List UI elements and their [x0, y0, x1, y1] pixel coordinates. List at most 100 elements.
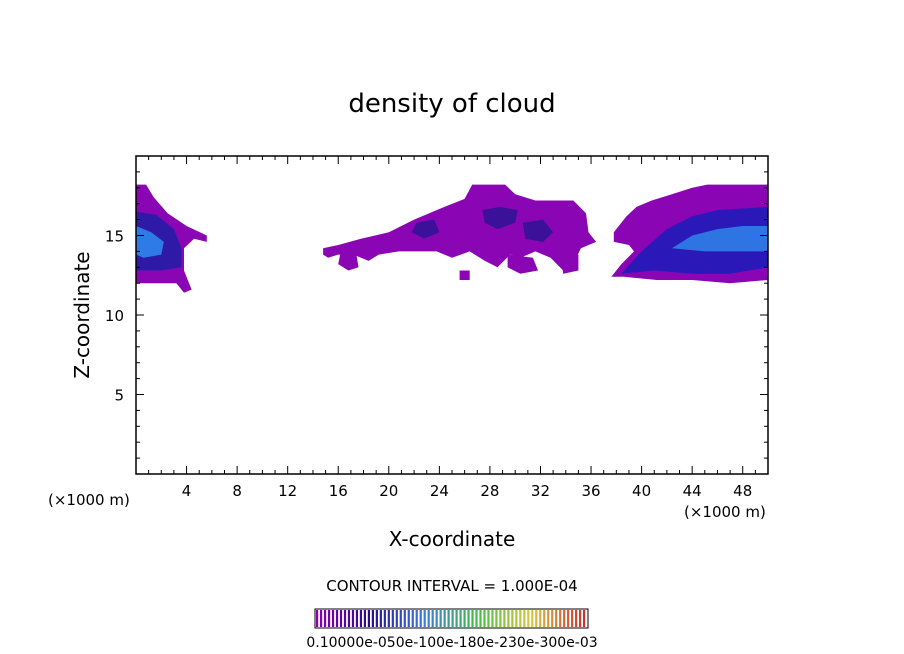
colorbar-stripe	[575, 610, 578, 627]
colorbar-stripe	[319, 610, 323, 627]
x-tick-label: 32	[531, 482, 550, 500]
colorbar-frame	[314, 608, 589, 629]
colorbar-stripe	[411, 610, 414, 627]
colorbar-stripe	[551, 610, 554, 627]
colorbar-stripe	[487, 610, 490, 627]
colorbar-stripe	[343, 610, 347, 627]
colorbar-stripe	[483, 610, 486, 627]
colorbar-stripe	[543, 610, 546, 627]
colorbar-stripe	[495, 610, 498, 627]
colorbar-stripe	[563, 610, 566, 627]
x-tick-label: 28	[480, 482, 499, 500]
colorbar-stripe	[351, 610, 355, 627]
colorbar-stripe	[523, 610, 526, 627]
x-unit-right: (×1000 m)	[684, 503, 766, 521]
colorbar-stripe	[455, 610, 458, 627]
region-central-cloud	[323, 184, 597, 271]
colorbar-stripe	[475, 610, 478, 627]
colorbar-stripe	[347, 610, 351, 627]
x-tick-label: 4	[182, 482, 192, 500]
y-tick-label: 5	[114, 387, 124, 405]
colorbar-stripe	[387, 610, 390, 627]
colorbar-stripe	[363, 610, 367, 627]
colorbar-stripe	[571, 610, 574, 627]
colorbar-stripe	[567, 610, 570, 627]
colorbar-stripe	[451, 610, 454, 627]
x-tick-label: 16	[329, 482, 348, 500]
colorbar-stripe	[539, 610, 542, 627]
colorbar-stripe	[559, 610, 562, 627]
colorbar-stripe	[379, 610, 382, 627]
contour-interval: CONTOUR INTERVAL = 1.000E-04	[326, 577, 577, 595]
colorbar-stripe	[391, 610, 394, 627]
x-axis-label: X-coordinate	[389, 527, 516, 551]
colorbar-stripe	[527, 610, 530, 627]
colorbar-stripe	[583, 610, 586, 627]
region-central-dark-2	[482, 206, 518, 230]
region-central-dark-1	[411, 219, 440, 239]
colorbar-stripe	[519, 610, 522, 627]
region-east-inner	[671, 226, 768, 252]
x-tick-label: 12	[278, 482, 297, 500]
cloud-regions	[136, 184, 768, 293]
colorbar-stripe	[479, 610, 482, 627]
colorbar-stripe	[579, 610, 582, 627]
chart-title: density of cloud	[348, 89, 555, 119]
colorbar-stripe	[335, 610, 339, 627]
colorbar-stripe	[327, 610, 331, 627]
colorbar-labels: 0.10000e-050e-100e-180e-230e-300e-03	[306, 635, 597, 651]
colorbar-stripe	[439, 610, 442, 627]
x-tick-label: 48	[733, 482, 752, 500]
colorbar-stripe	[323, 610, 327, 627]
colorbar-stripe	[383, 610, 386, 627]
y-tick-label: 10	[105, 307, 124, 325]
x-tick-label: 36	[581, 482, 600, 500]
colorbar-stripe	[367, 610, 370, 627]
colorbar-stripe	[371, 610, 374, 627]
region-central-lower-blob	[507, 254, 538, 274]
colorbar-stripe	[503, 610, 506, 627]
colorbar-stripe	[507, 610, 510, 627]
colorbar-stripe	[499, 610, 502, 627]
colorbar-stripe	[427, 610, 430, 627]
y-axis-label: Z-coordinate	[70, 251, 94, 378]
colorbar-stripe	[359, 610, 363, 627]
colorbar-stripe	[463, 610, 466, 627]
x-tick-label: 24	[430, 482, 449, 500]
region-west-inner	[136, 226, 164, 258]
colorbar-stripe	[415, 610, 418, 627]
region-central-dark-3	[522, 219, 554, 242]
x-tick-label: 40	[632, 482, 651, 500]
region-central-dot	[459, 270, 470, 280]
colorbar-stripe	[447, 610, 450, 627]
colorbar-stripe	[395, 610, 398, 627]
colorbar-stripe	[515, 610, 518, 627]
colorbar-stripe	[399, 610, 402, 627]
region-central-blob-small	[338, 251, 359, 271]
colorbar-stripe	[435, 610, 438, 627]
colorbar-stripe	[407, 610, 410, 627]
y-tick-label: 15	[105, 228, 124, 246]
colorbar-stripe	[531, 610, 534, 627]
colorbar-stripe	[535, 610, 538, 627]
colorbar-stripe	[403, 610, 406, 627]
colorbar-stripe	[443, 610, 446, 627]
colorbar-stripe	[459, 610, 462, 627]
colorbar-stripe	[491, 610, 494, 627]
x-unit-left: (×1000 m)	[48, 491, 130, 509]
colorbar-stripe	[555, 610, 558, 627]
x-tick-label: 44	[683, 482, 702, 500]
region-central-lower-blob-2	[560, 254, 579, 274]
colorbar-stripe	[316, 610, 319, 627]
colorbar-stripe	[547, 610, 550, 627]
colorbar-stripe	[431, 610, 434, 627]
colorbar	[316, 610, 586, 627]
colorbar-stripe	[331, 610, 335, 627]
x-tick-label: 20	[379, 482, 398, 500]
colorbar-stripe	[467, 610, 470, 627]
colorbar-stripe	[511, 610, 514, 627]
colorbar-stripe	[423, 610, 426, 627]
x-tick-label: 8	[232, 482, 242, 500]
